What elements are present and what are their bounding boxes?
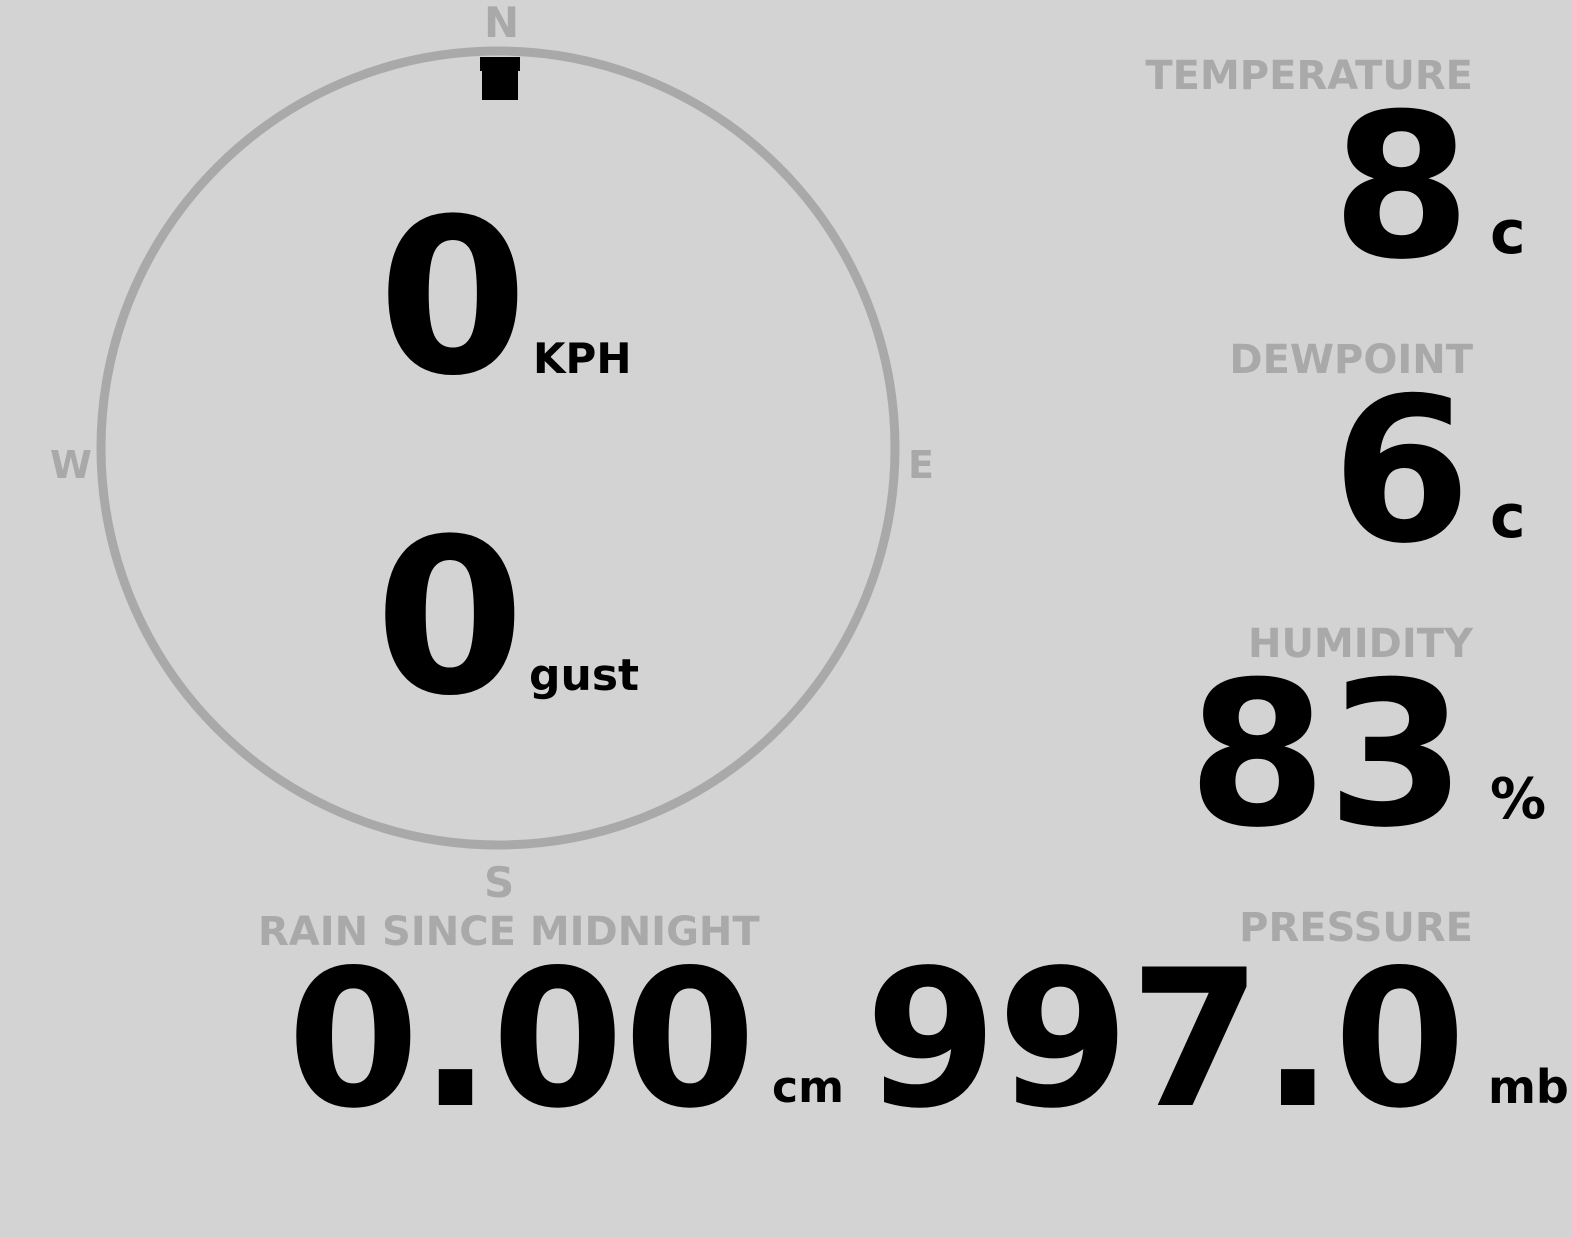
dewpoint-unit: c — [1490, 482, 1526, 552]
humidity-unit: % — [1490, 767, 1547, 832]
compass-south: S — [484, 858, 515, 907]
humidity-value: 83 — [1187, 639, 1466, 872]
temperature-value: 8 — [1331, 71, 1471, 304]
wind-gust-unit: gust — [529, 650, 640, 701]
compass-west: W — [50, 443, 92, 487]
rain-value: 0.00 — [287, 929, 756, 1150]
wind-speed-unit: KPH — [533, 334, 632, 383]
wind-speed-value: 0 — [378, 172, 528, 423]
rain-label: RAIN SINCE MIDNIGHT — [258, 909, 760, 955]
compass-east: E — [908, 443, 934, 487]
temperature-unit: c — [1490, 198, 1526, 268]
humidity-label: HUMIDITY — [1248, 621, 1473, 667]
wind-gust-value: 0 — [375, 492, 525, 743]
wind-direction-marker — [480, 57, 520, 100]
pressure-unit: mb — [1488, 1060, 1569, 1114]
rain-unit: cm — [772, 1062, 844, 1113]
wind-compass — [96, 46, 900, 850]
compass-ring — [96, 46, 900, 850]
dewpoint-label: DEWPOINT — [1229, 337, 1473, 383]
compass-north: N — [484, 0, 520, 47]
pressure-value: 997.0 — [865, 929, 1466, 1150]
dewpoint-value: 6 — [1331, 355, 1471, 588]
pressure-label: PRESSURE — [1239, 905, 1473, 951]
temperature-label: TEMPERATURE — [1145, 53, 1473, 99]
